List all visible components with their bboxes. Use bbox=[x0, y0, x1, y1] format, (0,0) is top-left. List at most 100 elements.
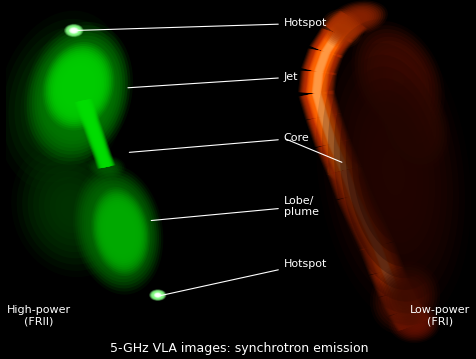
Polygon shape bbox=[311, 114, 344, 146]
Polygon shape bbox=[323, 141, 353, 173]
Ellipse shape bbox=[69, 28, 78, 33]
Ellipse shape bbox=[94, 196, 141, 264]
Ellipse shape bbox=[333, 3, 383, 33]
Ellipse shape bbox=[88, 187, 148, 273]
Polygon shape bbox=[81, 100, 109, 167]
Polygon shape bbox=[314, 72, 319, 93]
Polygon shape bbox=[343, 170, 354, 196]
Ellipse shape bbox=[333, 163, 355, 178]
Ellipse shape bbox=[54, 57, 102, 116]
Polygon shape bbox=[400, 309, 417, 326]
Polygon shape bbox=[340, 170, 357, 196]
Polygon shape bbox=[314, 72, 320, 93]
Polygon shape bbox=[394, 292, 405, 311]
Ellipse shape bbox=[351, 90, 434, 255]
Polygon shape bbox=[322, 116, 333, 144]
Polygon shape bbox=[324, 34, 337, 52]
Polygon shape bbox=[334, 168, 362, 198]
Polygon shape bbox=[323, 33, 339, 53]
Polygon shape bbox=[343, 171, 354, 196]
Polygon shape bbox=[324, 141, 352, 173]
Polygon shape bbox=[335, 19, 355, 35]
Polygon shape bbox=[356, 218, 386, 248]
Ellipse shape bbox=[77, 171, 159, 288]
Polygon shape bbox=[339, 169, 357, 197]
Polygon shape bbox=[311, 93, 327, 117]
Polygon shape bbox=[381, 270, 400, 294]
Ellipse shape bbox=[72, 30, 75, 31]
Polygon shape bbox=[328, 143, 347, 172]
Polygon shape bbox=[315, 30, 347, 56]
Polygon shape bbox=[375, 246, 387, 271]
Polygon shape bbox=[393, 292, 406, 311]
Polygon shape bbox=[341, 170, 356, 196]
Polygon shape bbox=[393, 306, 425, 330]
Ellipse shape bbox=[375, 267, 434, 329]
Polygon shape bbox=[351, 195, 367, 222]
Polygon shape bbox=[313, 71, 321, 94]
Polygon shape bbox=[376, 246, 386, 271]
Ellipse shape bbox=[320, 9, 363, 48]
Polygon shape bbox=[313, 93, 326, 117]
Ellipse shape bbox=[68, 27, 79, 34]
Polygon shape bbox=[324, 34, 337, 52]
Polygon shape bbox=[330, 143, 346, 171]
Polygon shape bbox=[330, 15, 359, 38]
Polygon shape bbox=[325, 142, 351, 172]
Polygon shape bbox=[333, 168, 364, 198]
Polygon shape bbox=[395, 307, 423, 328]
Polygon shape bbox=[337, 169, 360, 197]
Ellipse shape bbox=[94, 191, 147, 272]
Ellipse shape bbox=[84, 180, 152, 279]
Polygon shape bbox=[322, 33, 340, 53]
Polygon shape bbox=[307, 50, 336, 74]
Polygon shape bbox=[81, 100, 108, 167]
Polygon shape bbox=[329, 15, 360, 39]
Ellipse shape bbox=[110, 217, 130, 246]
Polygon shape bbox=[390, 291, 409, 312]
Ellipse shape bbox=[73, 87, 83, 100]
Polygon shape bbox=[315, 51, 328, 73]
Polygon shape bbox=[317, 115, 338, 145]
Polygon shape bbox=[387, 290, 412, 313]
Polygon shape bbox=[318, 32, 343, 55]
Polygon shape bbox=[360, 220, 380, 247]
Polygon shape bbox=[347, 194, 371, 223]
Ellipse shape bbox=[69, 27, 79, 34]
Polygon shape bbox=[313, 93, 326, 117]
Polygon shape bbox=[317, 31, 345, 55]
Ellipse shape bbox=[341, 169, 346, 172]
Ellipse shape bbox=[326, 14, 357, 43]
Polygon shape bbox=[367, 244, 396, 273]
Polygon shape bbox=[313, 115, 342, 146]
Ellipse shape bbox=[347, 11, 369, 25]
Ellipse shape bbox=[109, 215, 131, 248]
Ellipse shape bbox=[24, 22, 133, 165]
Polygon shape bbox=[329, 167, 367, 199]
Ellipse shape bbox=[392, 306, 436, 340]
Polygon shape bbox=[355, 218, 387, 249]
Polygon shape bbox=[328, 14, 362, 40]
Polygon shape bbox=[404, 310, 414, 325]
Polygon shape bbox=[370, 244, 392, 272]
Polygon shape bbox=[373, 268, 407, 296]
Polygon shape bbox=[392, 292, 407, 312]
Polygon shape bbox=[385, 289, 414, 314]
Polygon shape bbox=[312, 29, 349, 57]
Polygon shape bbox=[308, 50, 335, 74]
Ellipse shape bbox=[70, 76, 87, 97]
Ellipse shape bbox=[337, 166, 350, 175]
Polygon shape bbox=[306, 92, 333, 118]
Polygon shape bbox=[321, 33, 340, 53]
Polygon shape bbox=[325, 34, 337, 52]
Polygon shape bbox=[334, 18, 356, 36]
Polygon shape bbox=[314, 93, 325, 117]
Polygon shape bbox=[320, 32, 342, 54]
Ellipse shape bbox=[66, 202, 77, 214]
Ellipse shape bbox=[92, 189, 148, 274]
Polygon shape bbox=[317, 116, 337, 145]
Polygon shape bbox=[325, 142, 351, 172]
Polygon shape bbox=[339, 192, 379, 225]
Polygon shape bbox=[331, 16, 359, 38]
Ellipse shape bbox=[153, 292, 162, 298]
